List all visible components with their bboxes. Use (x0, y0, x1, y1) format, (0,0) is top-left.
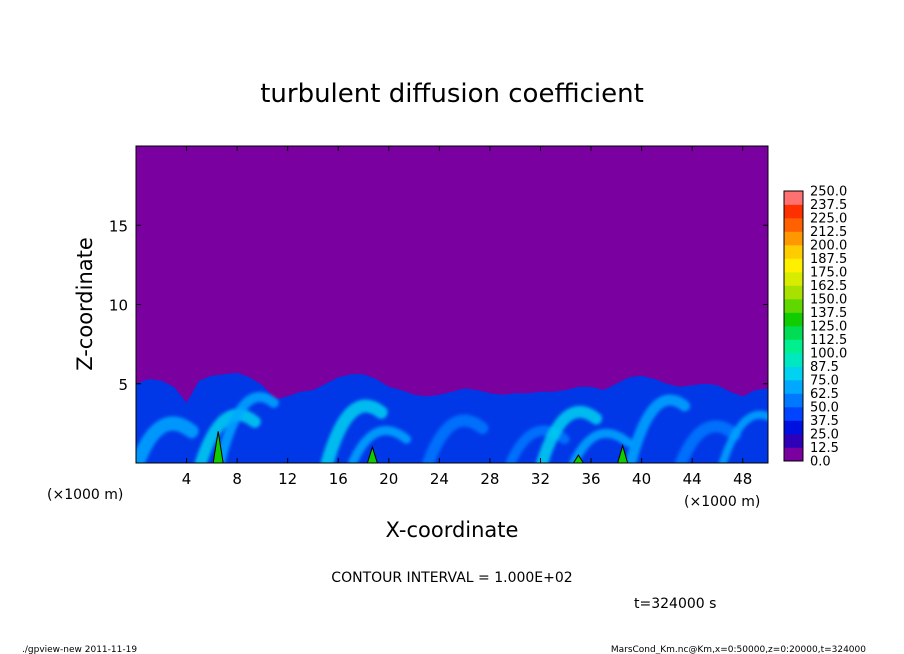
eddy-12 (718, 410, 768, 463)
colorbar-label: 75.0 (810, 374, 839, 389)
eddy-6 (422, 414, 489, 463)
eddy-3 (214, 392, 279, 463)
colorbar-label: 137.5 (810, 306, 847, 321)
y-tick-label: 5 (118, 376, 128, 394)
footer-left: ./gpview-new 2011-11-19 (22, 645, 137, 654)
y-tick-label: 15 (109, 217, 128, 235)
colorbar-swatch (784, 191, 803, 205)
x-tick-label: 40 (632, 470, 651, 488)
colorbar-swatch (784, 312, 803, 327)
colorbar-swatch (784, 285, 803, 300)
colorbar-swatch (784, 407, 803, 421)
colorbar-swatch (784, 447, 803, 462)
colorbar-swatch (784, 393, 803, 408)
colorbar-label: 62.5 (810, 387, 839, 402)
colorbar-label: 237.5 (810, 198, 847, 213)
x-tick-label: 48 (733, 470, 752, 488)
colorbar-swatch (784, 299, 803, 313)
y-axis-ticks: 5 10 15 (109, 217, 768, 394)
x-tick-label: 12 (278, 470, 297, 488)
eddy-8 (536, 405, 603, 463)
colorbar-label: 200.0 (810, 239, 847, 254)
colorbar-swatch (784, 420, 803, 435)
colorbar-label: 175.0 (810, 266, 847, 281)
x-tick-label: 20 (379, 470, 398, 488)
x-axis-title: X-coordinate (386, 518, 519, 542)
colorbar-label: 12.5 (810, 441, 839, 456)
x-tick-label: 24 (430, 470, 449, 488)
colorbar-label: 150.0 (810, 293, 847, 308)
x-tick-label: 36 (581, 470, 600, 488)
colorbar-frame (783, 190, 804, 462)
eddy-4 (320, 399, 388, 463)
colorbar-swatch (784, 326, 803, 340)
x-unit-label: (×1000 m) (684, 494, 760, 510)
colorbar-label: 37.5 (810, 414, 839, 429)
contour-interval: CONTOUR INTERVAL = 1.000E+02 (331, 570, 572, 586)
colorbar-swatch (784, 380, 803, 394)
colorbar-label: 125.0 (810, 320, 847, 335)
colorbar-swatch (784, 366, 803, 381)
eddy-11 (675, 420, 742, 463)
plume-4 (617, 443, 629, 463)
eddy-10 (625, 394, 691, 463)
colorbar-swatch (784, 272, 803, 286)
footer-right: MarsCond_Km.nc@Km,x=0:50000,z=0:20000,t=… (611, 645, 866, 654)
x-tick-label: 28 (480, 470, 499, 488)
boundary-layer-field (136, 372, 768, 463)
x-axis-ticks: 4 8 12 16 20 24 28 32 36 40 44 48 (182, 146, 752, 488)
colorbar: 0.012.525.037.550.062.575.087.5100.0112.… (783, 185, 847, 470)
plume-3 (572, 454, 584, 463)
colorbar-label: 112.5 (810, 333, 847, 348)
colorbar-swatch (784, 231, 803, 246)
colorbar-swatch (784, 204, 803, 219)
y-axis-title: Z-coordinate (73, 237, 97, 371)
colorbar-label: 100.0 (810, 347, 847, 362)
eddy-2 (194, 408, 261, 463)
colorbar-swatch (784, 353, 803, 367)
colorbar-swatch (784, 258, 803, 273)
colorbar-swatch (784, 218, 803, 232)
colorbar-label: 250.0 (810, 185, 847, 200)
y-unit-label: (×1000 m) (47, 487, 123, 503)
colorbar-label: 0.0 (810, 455, 831, 470)
x-tick-label: 44 (683, 470, 702, 488)
plume-2 (366, 445, 378, 463)
colorbar-label: 162.5 (810, 279, 847, 294)
x-tick-label: 4 (182, 470, 192, 488)
colorbar-label: 187.5 (810, 252, 847, 267)
colorbar-label: 225.0 (810, 212, 847, 227)
colorbar-label: 87.5 (810, 360, 839, 375)
colorbar-swatch (784, 245, 803, 259)
colorbar-swatch (784, 434, 803, 448)
colorbar-label: 25.0 (810, 428, 839, 443)
eddy-1 (136, 416, 199, 463)
colorbar-label: 50.0 (810, 401, 839, 416)
chart-title: turbulent diffusion coefficient (260, 79, 644, 109)
plume-1 (212, 431, 224, 463)
y-tick-label: 10 (109, 297, 128, 315)
x-tick-label: 8 (232, 470, 242, 488)
x-tick-label: 16 (329, 470, 348, 488)
colorbar-swatch (784, 339, 803, 354)
x-tick-label: 32 (531, 470, 550, 488)
colorbar-label: 212.5 (810, 225, 847, 240)
eddy-5 (348, 426, 411, 463)
time-label: t=324000 s (634, 596, 716, 612)
